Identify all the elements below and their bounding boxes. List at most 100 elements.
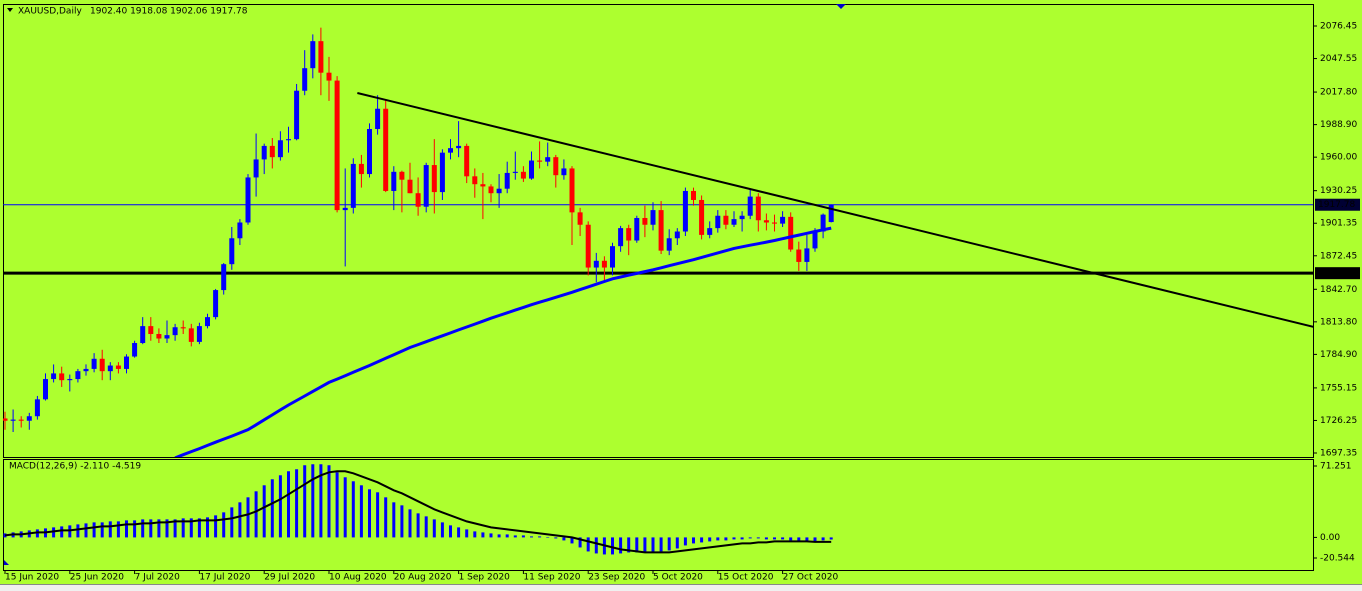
- y-tick-label: 1960.00: [1320, 153, 1357, 163]
- candle-body: [286, 139, 291, 141]
- candle-body: [229, 238, 235, 265]
- level-label-box: [1315, 198, 1360, 211]
- candle-body: [399, 171, 405, 180]
- candle-body: [537, 160, 543, 162]
- y-tick-label: 71.251: [1320, 462, 1352, 472]
- macd-bar: [432, 519, 436, 538]
- macd-bar: [659, 537, 663, 552]
- candle-body: [334, 80, 340, 211]
- candle-body: [747, 196, 753, 216]
- candle-body: [772, 222, 777, 224]
- macd-bar: [708, 537, 712, 542]
- x-tick-label: 7 Jul 2020: [135, 573, 180, 583]
- y-tick-label: 1901.35: [1320, 219, 1357, 229]
- macd-bar: [376, 492, 380, 538]
- macd-bar: [92, 522, 96, 538]
- candle-body: [261, 145, 267, 160]
- macd-title: MACD(12,26,9) -2.110 -4.519: [9, 462, 141, 472]
- candle-body: [196, 326, 202, 342]
- candle-body: [577, 212, 583, 225]
- macd-bar: [197, 518, 201, 538]
- main-panel-frame: [3, 4, 1314, 458]
- macd-bar: [513, 535, 517, 538]
- candle-body: [83, 368, 89, 372]
- macd-bar: [189, 518, 193, 538]
- y-tick-label: 2017.80: [1320, 88, 1357, 98]
- macd-bar: [319, 464, 323, 538]
- macd-bar: [181, 518, 185, 538]
- candle-body: [75, 371, 81, 380]
- y-tick-label: 1755.15: [1320, 383, 1357, 393]
- macd-bar: [521, 535, 525, 538]
- candle-body: [431, 165, 437, 193]
- shift-marker: [836, 4, 846, 9]
- candle-body: [707, 228, 713, 235]
- candle-body: [367, 129, 372, 175]
- candle-body: [601, 260, 607, 268]
- candle-body: [480, 184, 486, 187]
- candle-body: [180, 327, 186, 329]
- menu-arrow[interactable]: [7, 8, 13, 12]
- candle-body: [59, 373, 65, 381]
- candle-body: [277, 140, 283, 158]
- candle-body: [545, 157, 551, 162]
- macd-bar: [562, 537, 566, 541]
- candle-body: [253, 159, 259, 178]
- candle-body: [715, 215, 721, 229]
- candle-body: [788, 216, 794, 250]
- macd-bar: [335, 472, 339, 538]
- x-tick-label: 10 Aug 2020: [329, 573, 387, 583]
- macd-bar: [789, 537, 793, 541]
- candle-body: [439, 152, 445, 193]
- macd-bar: [530, 536, 533, 538]
- macd-bar: [116, 521, 120, 538]
- x-tick-label: 11 Sep 2020: [523, 573, 580, 583]
- macd-bar: [756, 537, 760, 539]
- level-label: 1857.00: [1318, 269, 1355, 279]
- macd-bar: [254, 491, 258, 538]
- candle-body: [358, 163, 364, 175]
- macd-bar: [611, 537, 614, 555]
- candle-body: [731, 219, 737, 225]
- candle-body: [156, 334, 162, 339]
- candle-body: [618, 228, 624, 247]
- y-tick-label: 1813.80: [1320, 317, 1357, 327]
- y-tick-label: 1988.90: [1320, 120, 1357, 130]
- macd-bar: [100, 522, 104, 538]
- macd-bar: [157, 519, 161, 538]
- main-plot: [3, 27, 1313, 457]
- macd-bar: [797, 537, 801, 542]
- candle-body: [342, 207, 348, 211]
- candle-body: [464, 145, 470, 177]
- macd-bar: [206, 517, 209, 538]
- macd-bar: [675, 537, 679, 549]
- candle-body: [804, 248, 810, 262]
- macd-bar: [635, 537, 639, 553]
- macd-bar: [327, 465, 331, 538]
- candle-body: [302, 68, 308, 91]
- macd-bar: [165, 519, 169, 538]
- candle-body: [269, 145, 275, 158]
- candle-body: [43, 379, 48, 400]
- macd-bar: [667, 537, 671, 551]
- macd-bar: [125, 520, 128, 538]
- y-tick-label: 0.00: [1320, 533, 1340, 543]
- moving-average: [174, 226, 832, 457]
- candle-body: [67, 379, 73, 381]
- trend-line: [357, 91, 1313, 328]
- candle-body: [383, 108, 389, 191]
- candle-body: [318, 41, 324, 73]
- macd-bar: [829, 537, 833, 540]
- y-tick-label: 2076.45: [1320, 22, 1357, 32]
- candle-body: [350, 163, 356, 208]
- macd-bar: [764, 537, 768, 540]
- candle-body: [723, 215, 729, 225]
- candle-body: [812, 231, 818, 249]
- macd-bar: [84, 523, 88, 538]
- candle-body: [213, 290, 219, 318]
- candle-body: [221, 264, 227, 291]
- candle-body: [682, 190, 688, 232]
- candle-body: [115, 365, 121, 369]
- candle-body: [18, 419, 24, 421]
